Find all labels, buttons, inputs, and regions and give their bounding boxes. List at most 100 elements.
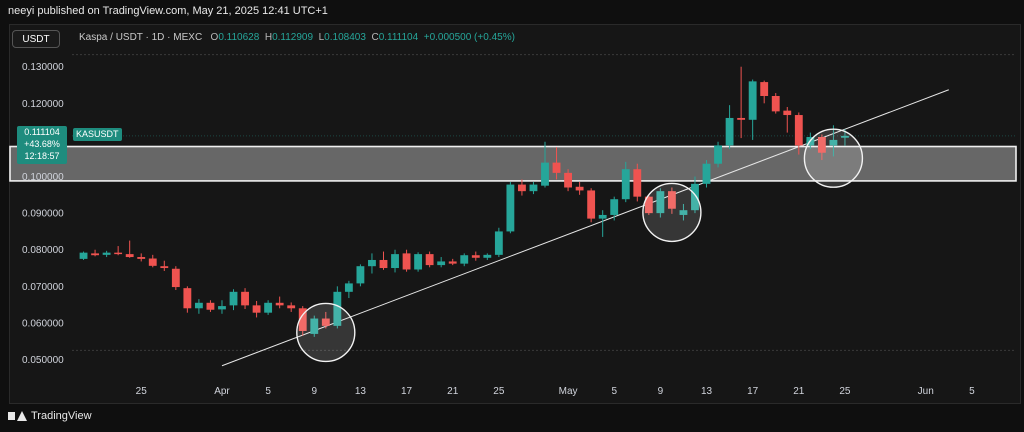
candle-body <box>575 186 584 191</box>
candle-body <box>552 162 561 173</box>
candle-body <box>287 305 296 309</box>
candle-body <box>252 305 261 313</box>
candle-body <box>448 261 457 264</box>
y-tick-label: 0.060000 <box>22 318 64 329</box>
y-tick-label: 0.130000 <box>22 62 64 73</box>
candle-body <box>114 252 123 255</box>
candle-body <box>264 302 273 313</box>
x-tick-label: Jun <box>918 386 934 397</box>
x-tick-label: 25 <box>839 386 851 397</box>
x-tick-label: 21 <box>447 386 459 397</box>
candle-body <box>679 210 688 215</box>
x-tick-label: 13 <box>355 386 367 397</box>
highlight-circle <box>296 302 356 363</box>
candle-body <box>691 183 699 211</box>
current-price: 0.111104 <box>24 127 60 137</box>
candle-body <box>344 283 353 292</box>
candle-body <box>414 254 423 270</box>
legend-h-label: H <box>264 32 273 43</box>
highlight-circle <box>803 128 864 188</box>
candle-body <box>794 115 803 146</box>
legend-pair: Kaspa / USDT · 1D · MEXC <box>79 32 203 43</box>
candle-body <box>275 302 284 306</box>
candle-body <box>298 308 307 331</box>
candle-body <box>241 291 249 306</box>
x-tick-label: 13 <box>701 386 713 397</box>
legend-c-label: C <box>371 32 379 43</box>
candle-body <box>379 259 388 269</box>
candle-body <box>310 318 319 334</box>
candle-body <box>841 135 849 138</box>
current-price-tag: 0.111104 +43.68% 12:18:57 <box>17 126 67 164</box>
candle-body <box>725 117 734 146</box>
candle-body <box>748 81 757 120</box>
candle-body <box>402 253 411 270</box>
candle-body <box>656 191 665 214</box>
y-tick-label: 0.090000 <box>22 209 64 220</box>
candle-body <box>771 96 780 112</box>
candle-body <box>194 302 203 309</box>
footer: TradingView <box>8 410 92 422</box>
candle-body <box>471 255 480 258</box>
legend-o-label: O <box>210 32 219 43</box>
symbol-badge[interactable]: USDT <box>12 30 60 48</box>
chart-panel[interactable] <box>9 24 1021 404</box>
legend-change: +0.000500 (+0.45%) <box>423 32 515 43</box>
legend-l-value: 0.108403 <box>324 32 366 43</box>
candle-body <box>783 110 792 116</box>
candle-body <box>102 252 111 255</box>
footer-brand: TradingView <box>31 410 92 422</box>
highlight-circle <box>642 182 702 243</box>
x-tick-label: 17 <box>401 386 413 397</box>
top-bar: neeyi published on TradingView.com, May … <box>0 0 1024 24</box>
tradingview-logo-icon <box>8 410 27 422</box>
support-zone <box>9 145 1017 182</box>
candle-body <box>541 162 549 186</box>
candle-body <box>356 266 365 284</box>
candle-body <box>333 291 342 326</box>
candle-body <box>817 136 826 153</box>
candle-body <box>425 254 434 266</box>
candle-body <box>506 184 515 232</box>
legend-c-value: 0.111104 <box>378 32 419 43</box>
candle-body <box>564 172 572 188</box>
candle-body <box>529 184 538 192</box>
candle-body <box>183 288 192 309</box>
x-tick-label: 17 <box>747 386 759 397</box>
candle-body <box>218 306 226 310</box>
candle-body <box>229 291 238 306</box>
x-tick-label: 21 <box>793 386 805 397</box>
candle-body <box>598 214 607 219</box>
y-tick-label: 0.100000 <box>22 172 64 183</box>
trendline <box>221 89 949 367</box>
x-tick-label: 25 <box>136 386 148 397</box>
candle-body <box>483 254 492 258</box>
candle-body <box>494 231 503 255</box>
candle-body <box>137 257 146 259</box>
candle-body <box>644 196 653 214</box>
x-tick-label: 9 <box>311 386 317 397</box>
y-tick-label: 0.070000 <box>22 282 64 293</box>
candle-body <box>702 163 711 184</box>
candle-body <box>621 169 630 200</box>
x-tick-label: 25 <box>493 386 505 397</box>
y-tick-label: 0.050000 <box>22 355 64 366</box>
legend-o-value: 0.110628 <box>218 32 260 43</box>
candle-body <box>91 253 99 256</box>
candle-body <box>79 252 88 259</box>
legend-l-label: L <box>318 32 325 43</box>
y-tick-label: 0.120000 <box>22 99 64 110</box>
published-line: neeyi published on TradingView.com, May … <box>8 5 328 17</box>
candle-body <box>368 259 376 267</box>
ticker-label: KASUSDT <box>73 128 122 141</box>
x-tick-label: 5 <box>265 386 271 397</box>
candle-body <box>460 255 469 264</box>
candle-body <box>829 139 838 146</box>
candle-body <box>148 258 157 266</box>
candle-body <box>714 145 722 164</box>
ohlc-legend: Kaspa / USDT · 1D · MEXC O0.110628 H 0.11… <box>79 32 515 43</box>
candle-body <box>633 169 642 197</box>
candle-body <box>737 117 746 120</box>
x-tick-label: 9 <box>658 386 664 397</box>
